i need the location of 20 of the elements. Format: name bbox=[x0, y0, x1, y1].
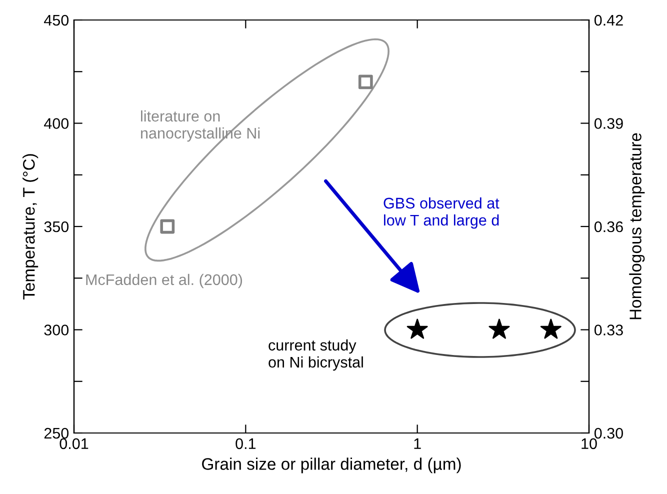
annotation: current study on Ni bicrystal bbox=[268, 339, 363, 371]
y-tick-label: 400 bbox=[44, 118, 69, 129]
y2-tick-label: 0.39 bbox=[594, 118, 623, 129]
y2-tick-label: 0.42 bbox=[594, 14, 623, 26]
y2-tick-label: 0.30 bbox=[594, 428, 623, 439]
annotation: McFadden et al. (2000) bbox=[86, 274, 242, 288]
x-axis-title: Grain size or pillar diameter, d (µm) bbox=[202, 458, 461, 474]
x-tick-label: 0.1 bbox=[236, 438, 256, 450]
y-tick-label: 250 bbox=[44, 428, 69, 439]
y2-tick-label: 0.33 bbox=[594, 324, 623, 336]
y2-tick-label: 0.36 bbox=[594, 221, 623, 232]
y-tick-label: 450 bbox=[44, 14, 69, 26]
y-tick-label: 300 bbox=[44, 324, 69, 336]
y-tick-label: 350 bbox=[44, 221, 69, 232]
y-axis-title: Temperature, T (°C) bbox=[22, 154, 38, 300]
y2-axis-title: Homologous temperature bbox=[629, 133, 645, 320]
x-tick-label: 1 bbox=[414, 438, 421, 449]
x-tick-label: 10 bbox=[582, 438, 597, 450]
x-tick-label: 0.01 bbox=[60, 438, 88, 450]
annotation: GBS observed at low T and large d bbox=[384, 197, 500, 229]
